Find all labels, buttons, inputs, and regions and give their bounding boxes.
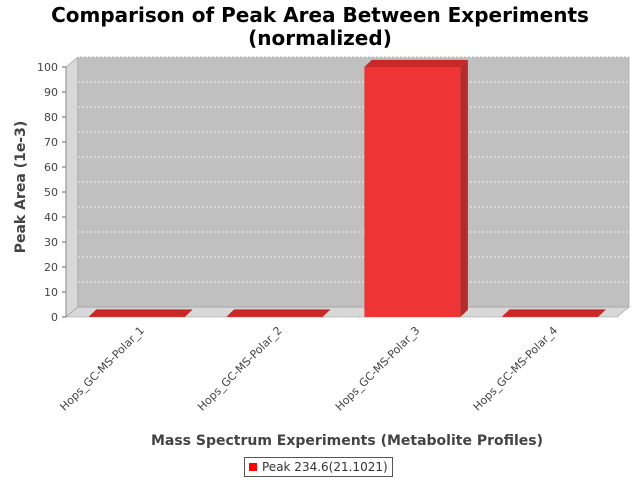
y-tick-label: 30: [44, 236, 58, 249]
y-tick-label: 70: [44, 136, 58, 149]
bar-top: [226, 309, 331, 317]
chart-title-line1: Comparison of Peak Area Between Experime…: [51, 3, 589, 27]
y-tick-label: 40: [44, 211, 58, 224]
bar-side: [460, 59, 468, 317]
bar-top: [502, 309, 606, 317]
bar-side: [598, 309, 606, 317]
legend: Peak 234.6(21.1021): [244, 457, 393, 477]
plot-left-wall: [65, 56, 79, 318]
x-axis-label: Mass Spectrum Experiments (Metabolite Pr…: [151, 433, 543, 449]
x-tick-label: Hops_GC-MS-Polar_4: [471, 324, 561, 414]
x-tick-label: Hops_GC-MS-Polar_3: [333, 324, 423, 414]
y-axis-label: Peak Area (1e-3): [13, 121, 29, 254]
bar-top: [364, 59, 468, 67]
legend-label: Peak 234.6(21.1021): [262, 460, 388, 474]
x-tick-label: Hops_GC-MS-Polar_1: [57, 324, 147, 414]
x-tick-label: Hops_GC-MS-Polar_2: [195, 324, 285, 414]
y-tick-label: 20: [44, 261, 58, 274]
bar-side: [322, 309, 331, 317]
plot-background: [77, 56, 630, 308]
y-tick-label: 50: [44, 186, 58, 199]
y-tick-label: 80: [44, 111, 58, 124]
y-tick-label: 100: [37, 61, 58, 74]
chart-title-line2: (normalized): [248, 26, 392, 50]
y-tick-label: 90: [44, 86, 58, 99]
bar-front: [502, 316, 599, 317]
bar-front: [88, 316, 185, 317]
y-tick-label: 10: [44, 286, 58, 299]
bar-front: [364, 67, 461, 317]
bar-side: [184, 309, 193, 317]
bar-top: [88, 309, 193, 317]
y-tick-label: 0: [51, 311, 58, 324]
y-tick-label: 60: [44, 161, 58, 174]
bar-front: [226, 316, 323, 317]
legend-swatch: [249, 463, 257, 471]
